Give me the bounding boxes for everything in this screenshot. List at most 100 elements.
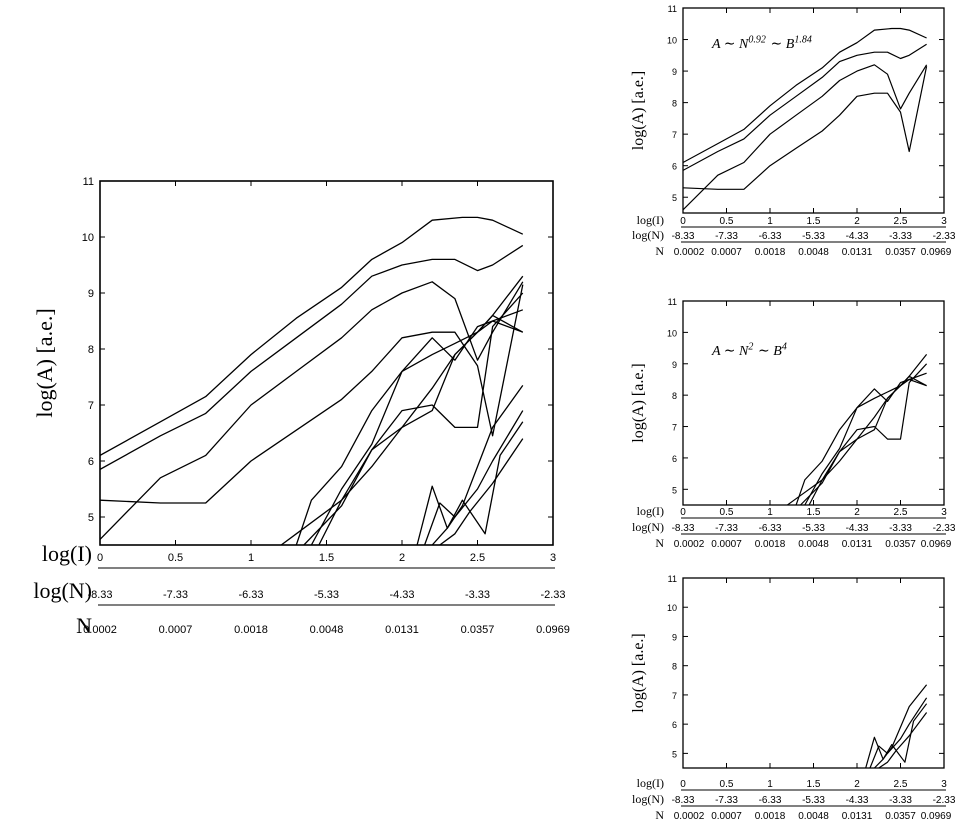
axis-row-tick-label: -4.33 — [846, 523, 869, 534]
series-line-4 — [100, 284, 524, 504]
axis-row-tick-label: 2 — [854, 216, 860, 227]
axis-row-tick-label: 1.5 — [807, 216, 821, 227]
y-tick-label: 6 — [672, 720, 677, 730]
y-tick-label: 11 — [668, 574, 677, 584]
axis-row-tick-label: 0 — [680, 779, 686, 790]
axis-row-tick-label: -8.33 — [672, 231, 695, 242]
axis-row-tick-label: -4.33 — [846, 231, 869, 242]
axis-row-tick-label: 0.5 — [168, 552, 183, 564]
series-line-1 — [865, 684, 928, 768]
series-line-3 — [683, 64, 928, 211]
axis-row-tick-label: 0.0357 — [885, 811, 916, 822]
axis-row-tick-label: -2.33 — [933, 795, 956, 806]
axis-row-tick-label: 2 — [854, 779, 860, 790]
axis-row-tick-label: 0.0048 — [798, 539, 829, 550]
axis-row-tick-label: 0.0018 — [755, 539, 786, 550]
axis-row-tick-label: 3 — [941, 507, 947, 518]
axis-row-tick-label: -6.33 — [759, 231, 782, 242]
y-tick-label: 8 — [88, 344, 94, 356]
axis-row-tick-label: -8.33 — [87, 589, 112, 601]
series-line-3 — [100, 281, 524, 540]
axis-row-tick-label: 0.0131 — [842, 247, 873, 258]
axis-row-label: log(N) — [33, 578, 92, 603]
y-tick-label: 10 — [82, 232, 94, 244]
axis-row-tick-label: -7.33 — [715, 231, 738, 242]
axis-row-tick-label: 1 — [767, 216, 773, 227]
axis-row-tick-label: 2 — [854, 507, 860, 518]
axis-row-tick-label: 0.0007 — [711, 247, 742, 258]
series-group — [100, 216, 524, 545]
y-tick-label: 11 — [83, 176, 94, 188]
series-line-10 — [416, 385, 524, 545]
series-line-2 — [100, 244, 524, 470]
axis-row-tick-label: 2.5 — [894, 779, 908, 790]
y-axis-label: log(A) [a.e.] — [630, 363, 647, 443]
y-tick-label: 8 — [672, 99, 677, 109]
axis-row-tick-label: 1 — [248, 552, 254, 564]
axis-row-tick-label: -3.33 — [889, 795, 912, 806]
axis-row-tick-label: -5.33 — [802, 523, 825, 534]
y-tick-label: 9 — [88, 288, 94, 300]
series-line-7 — [318, 314, 524, 545]
plot-frame — [682, 577, 945, 769]
series-line-2 — [869, 697, 928, 768]
series-line-4 — [683, 66, 928, 190]
series-line-1 — [683, 27, 927, 164]
axis-row-tick-label: -3.33 — [889, 523, 912, 534]
axis-row-tick-label: -3.33 — [889, 231, 912, 242]
axis-row-tick-label: 0.0007 — [159, 624, 193, 636]
y-tick-label: 11 — [668, 4, 677, 14]
plot-frame — [682, 300, 945, 506]
y-tick-label: 8 — [672, 391, 677, 401]
series-line-2 — [683, 43, 927, 171]
axis-row-tick-label: 0.0048 — [798, 247, 829, 258]
series-line-8 — [310, 320, 524, 545]
axis-row-tick-label: 2 — [399, 552, 405, 564]
axis-row-tick-label: -6.33 — [238, 589, 263, 601]
y-axis-label: log(A) [a.e.] — [630, 71, 647, 151]
series-line-1 — [100, 216, 524, 456]
series-group — [865, 684, 928, 768]
axis-row-label: N — [655, 536, 664, 550]
axis-row-tick-label: 0.0969 — [536, 624, 570, 636]
axis-row-tick-label: 0.0357 — [885, 247, 916, 258]
axis-row-tick-label: -8.33 — [672, 523, 695, 534]
y-tick-label: 6 — [672, 162, 677, 172]
axis-row-tick-label: -4.33 — [389, 589, 414, 601]
axis-row-tick-label: 0.0048 — [310, 624, 344, 636]
y-tick-label: 6 — [88, 456, 94, 468]
axis-row-tick-label: 0.5 — [720, 507, 734, 518]
series-group — [683, 27, 928, 211]
axis-row-tick-label: 0.0357 — [885, 539, 916, 550]
axis-row-tick-label: -7.33 — [715, 523, 738, 534]
axis-row-tick-label: -2.33 — [540, 589, 565, 601]
axis-row-tick-label: 1.5 — [319, 552, 334, 564]
axis-row-label: N — [76, 613, 92, 638]
y-tick-label: 5 — [672, 485, 677, 495]
chart-panel-top-right: 5 6 7 8 9 10 11 log(A) [a.e.] log(I) 0 0.5 1 1.5 2 2.5… — [630, 4, 956, 258]
y-tick-label: 7 — [88, 400, 94, 412]
series-line-12 — [431, 421, 524, 545]
axis-row-label: log(I) — [637, 776, 664, 790]
axis-row-label: log(N) — [632, 520, 664, 534]
y-tick-label: 10 — [667, 328, 677, 338]
axis-row-tick-label: 2.5 — [470, 552, 485, 564]
axis-row-tick-label: 3 — [941, 779, 947, 790]
chart-panel-main: 5 6 7 8 9 10 11 log(A) [a.e.] log(I) 0 0.5 1 1.5 2 2.5… — [32, 176, 570, 638]
y-tick-label: 7 — [672, 423, 677, 433]
axis-row-tick-label: -5.33 — [314, 589, 339, 601]
axis-row-tick-label: 0.0048 — [798, 811, 829, 822]
annotation: A ∼ N0.92 ∼ B1.84 — [711, 34, 813, 52]
series-line-9 — [303, 292, 524, 545]
series-line-4 — [878, 712, 928, 768]
series-group — [787, 354, 928, 505]
axis-row-tick-label: 0.5 — [720, 779, 734, 790]
y-tick-label: 9 — [672, 632, 677, 642]
axis-row-label: N — [655, 244, 664, 258]
axis-row-tick-label: 0.0002 — [83, 624, 117, 636]
series-line-11 — [423, 410, 524, 545]
axis-row-tick-label: 0.0002 — [674, 247, 705, 258]
axis-row-label: log(I) — [42, 541, 92, 566]
plot-frame — [99, 180, 554, 546]
